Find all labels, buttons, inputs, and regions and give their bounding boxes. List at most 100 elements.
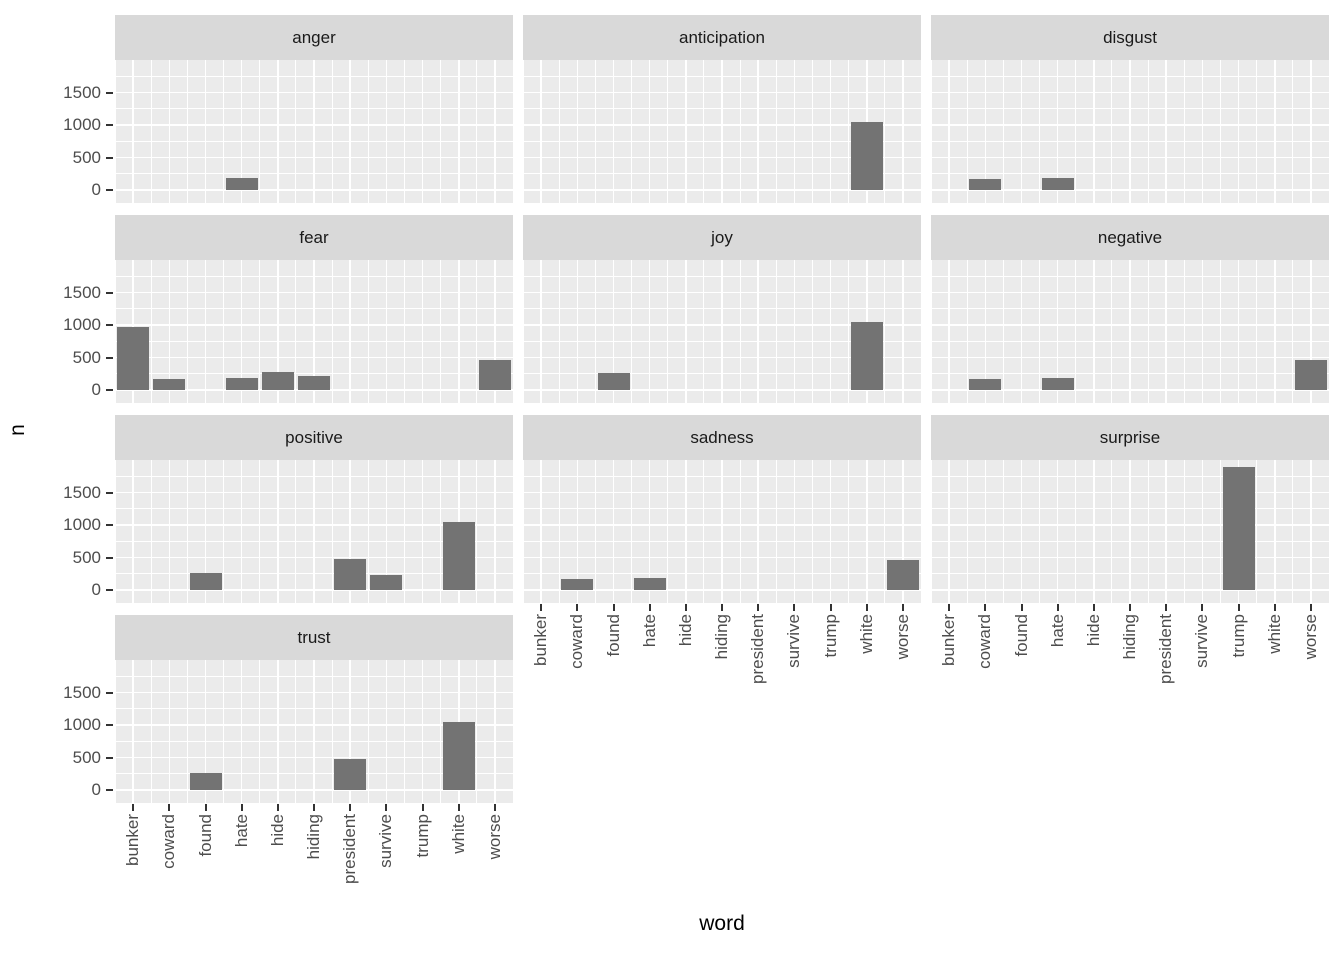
gridline-minor-v bbox=[1111, 460, 1113, 603]
facet-strip-label: sadness bbox=[690, 427, 754, 447]
gridline-major-h bbox=[931, 124, 1329, 126]
gridline-minor-v bbox=[404, 660, 405, 803]
gridline-minor-v bbox=[1292, 260, 1294, 403]
gridline-minor-v bbox=[667, 60, 669, 203]
y-axis-tick-label: 1000 bbox=[63, 315, 101, 334]
gridline-minor-v bbox=[884, 460, 886, 603]
y-axis-title: n bbox=[5, 424, 29, 436]
x-axis-tick-label: trump bbox=[412, 814, 432, 858]
gridline-minor-h bbox=[115, 675, 513, 677]
gridline-minor-v bbox=[1183, 260, 1185, 403]
y-axis-tick-label: 1000 bbox=[63, 115, 101, 134]
gridline-major-h bbox=[523, 156, 921, 159]
gridline-major-h bbox=[115, 589, 513, 591]
bar-disgust-hate bbox=[1041, 178, 1074, 190]
gridline-minor-v bbox=[1075, 60, 1077, 203]
gridline-minor-v bbox=[512, 60, 513, 203]
gridline-major-v bbox=[1129, 260, 1131, 403]
gridline-major-h bbox=[523, 291, 921, 294]
bar-positive-white bbox=[442, 522, 475, 590]
gridline-major-v bbox=[494, 660, 496, 803]
gridline-major-v bbox=[1056, 60, 1059, 203]
gridline-minor-v bbox=[331, 660, 333, 803]
gridline-minor-h bbox=[523, 540, 921, 542]
bar-fear-coward bbox=[153, 378, 186, 390]
gridline-major-v bbox=[685, 260, 687, 403]
gridline-major-v bbox=[132, 60, 134, 203]
gridline-major-v bbox=[612, 260, 615, 403]
x-axis-tick-label: bunker bbox=[123, 814, 143, 866]
gridline-major-h bbox=[931, 524, 1329, 526]
x-axis-tick-label: survive bbox=[1192, 614, 1212, 668]
y-axis-tick bbox=[106, 389, 113, 391]
x-axis-tick-label: coward bbox=[975, 614, 995, 669]
gridline-minor-v bbox=[1183, 460, 1185, 603]
gridline-minor-v bbox=[295, 660, 297, 803]
facet-strip-joy: joy bbox=[523, 215, 921, 260]
gridline-minor-v bbox=[223, 60, 224, 203]
gridline-major-v bbox=[494, 260, 496, 403]
bar-trust-president bbox=[334, 758, 367, 790]
gridline-major-v bbox=[757, 260, 759, 403]
y-axis-tick-label: 1500 bbox=[63, 482, 101, 502]
gridline-minor-v bbox=[667, 260, 669, 403]
gridline-minor-h bbox=[115, 573, 513, 575]
x-axis-tick bbox=[721, 604, 723, 611]
gridline-major-h bbox=[931, 589, 1329, 591]
gridline-minor-v bbox=[1075, 460, 1077, 603]
x-axis-tick bbox=[313, 804, 315, 811]
y-axis-tick bbox=[106, 691, 113, 694]
gridline-minor-h bbox=[931, 373, 1329, 375]
gridline-minor-v bbox=[1256, 460, 1258, 603]
gridline-minor-v bbox=[223, 660, 224, 803]
gridline-minor-v bbox=[223, 460, 224, 603]
gridline-major-v bbox=[494, 460, 496, 603]
gridline-minor-v bbox=[523, 60, 524, 203]
x-axis-tick-label: hide bbox=[267, 814, 287, 847]
gridline-minor-h bbox=[931, 140, 1329, 142]
gridline-major-v bbox=[757, 60, 759, 203]
gridline-minor-v bbox=[558, 460, 560, 603]
gridline-minor-v bbox=[404, 260, 405, 403]
x-axis-tick bbox=[457, 804, 460, 811]
gridline-major-v bbox=[829, 460, 832, 603]
gridline-major-v bbox=[984, 260, 986, 403]
gridline-major-v bbox=[421, 660, 424, 803]
x-axis-tick-label: worse bbox=[1300, 614, 1320, 660]
gridline-major-h bbox=[115, 524, 513, 526]
gridline-major-v bbox=[540, 460, 542, 603]
gridline-major-v bbox=[540, 60, 542, 203]
gridline-major-h bbox=[115, 789, 513, 791]
x-axis-tick-label: hide bbox=[675, 614, 695, 647]
bar-joy-white bbox=[850, 322, 883, 390]
gridline-major-v bbox=[1129, 460, 1131, 603]
gridline-minor-v bbox=[523, 460, 524, 603]
x-axis-tick-label: worse bbox=[484, 814, 504, 860]
x-axis-tick-label: hiding bbox=[304, 814, 323, 860]
y-axis-tick-label: 1500 bbox=[63, 682, 101, 702]
gridline-minor-v bbox=[931, 60, 932, 203]
y-axis-tick bbox=[106, 491, 113, 494]
gridline-minor-v bbox=[295, 60, 297, 203]
gridline-minor-v bbox=[150, 460, 152, 603]
x-axis-tick-label: trump bbox=[820, 614, 840, 658]
gridline-minor-v bbox=[367, 260, 369, 403]
gridline-major-h bbox=[523, 189, 921, 191]
gridline-major-v bbox=[1165, 60, 1167, 203]
bar-positive-survive bbox=[370, 574, 403, 590]
gridline-major-h bbox=[931, 491, 1329, 494]
x-axis-tick bbox=[540, 604, 543, 611]
gridline-major-h bbox=[931, 356, 1329, 359]
gridline-minor-v bbox=[259, 660, 261, 803]
gridline-major-v bbox=[648, 460, 651, 603]
gridline-major-v bbox=[1093, 260, 1095, 403]
gridline-minor-v bbox=[150, 260, 152, 403]
bar-negative-worse bbox=[1294, 359, 1327, 390]
gridline-minor-v bbox=[884, 60, 886, 203]
gridline-minor-v bbox=[966, 460, 968, 603]
gridline-major-v bbox=[204, 60, 207, 203]
gridline-minor-v bbox=[440, 260, 442, 403]
gridline-minor-v bbox=[186, 460, 188, 603]
gridline-major-v bbox=[385, 260, 388, 403]
